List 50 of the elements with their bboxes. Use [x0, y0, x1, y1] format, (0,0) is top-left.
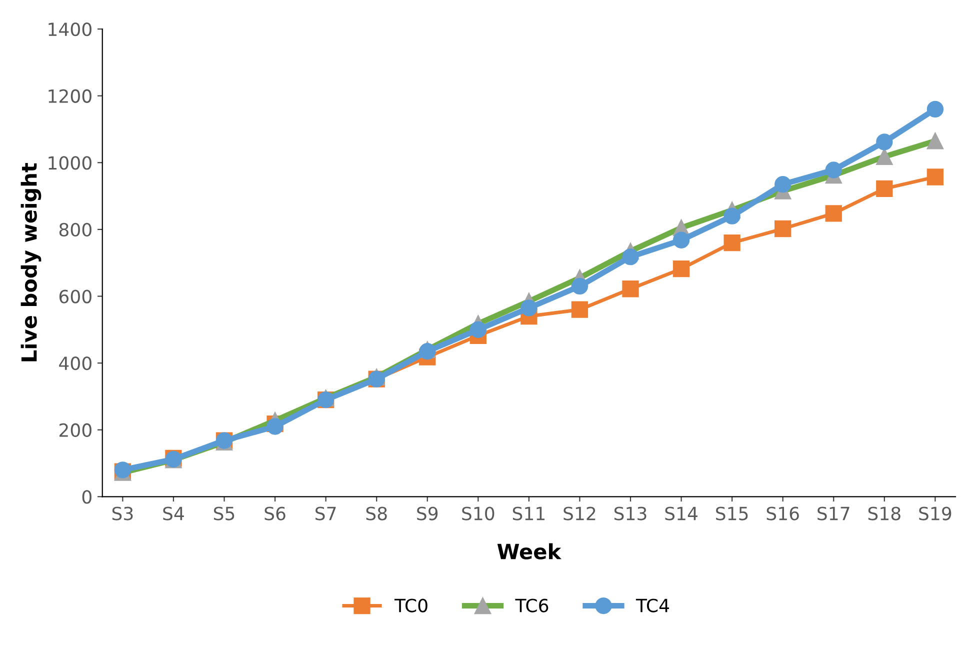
point	[825, 205, 842, 222]
x-tick-label: S19	[919, 506, 952, 520]
point	[470, 321, 486, 338]
point	[724, 208, 740, 224]
y-tick-label: 1200	[48, 89, 92, 103]
x-tick-label: S12	[564, 506, 596, 520]
point	[266, 418, 284, 435]
y-tick-label: 0	[82, 490, 92, 504]
y-tick-label: 200	[60, 423, 92, 437]
point	[419, 343, 436, 360]
x-tick-label: S6	[264, 506, 286, 520]
x-tick-label: S9	[417, 506, 438, 520]
point	[622, 248, 639, 266]
x-tick-label: S13	[614, 506, 646, 520]
point	[622, 280, 639, 298]
y-tick-label: 1000	[48, 156, 92, 170]
point	[520, 300, 538, 316]
x-tick-label: S3	[112, 506, 133, 520]
x-axis-title: Week	[497, 543, 562, 560]
x-tick-label: S15	[716, 506, 748, 520]
point	[876, 134, 893, 150]
y-axis-title: Live body weight	[20, 163, 42, 362]
point	[926, 168, 944, 186]
point	[724, 234, 740, 252]
x-tick-label: S18	[868, 506, 900, 520]
point	[926, 100, 944, 118]
point	[571, 278, 588, 295]
x-tick-label: S14	[665, 506, 698, 520]
legend-label: TC4	[636, 598, 670, 612]
point	[672, 232, 690, 248]
x-tick-label: S5	[214, 506, 234, 520]
legend-label: TC6	[515, 598, 548, 612]
y-tick-label: 800	[59, 222, 92, 237]
x-tick-label: S17	[818, 506, 850, 520]
point	[774, 176, 792, 193]
point	[825, 162, 842, 178]
point	[774, 220, 792, 238]
y-tick-label: 600	[59, 290, 92, 304]
x-tick-label: S7	[316, 506, 336, 520]
point	[876, 180, 893, 198]
y-tick-label: 1400	[48, 22, 92, 36]
legend-label: TC0	[394, 598, 428, 612]
point	[672, 260, 690, 278]
y-tick-label: 400	[59, 356, 92, 370]
x-tick-label: S16	[766, 506, 799, 520]
x-tick-label: S8	[366, 506, 387, 520]
point	[571, 301, 588, 318]
x-tick-label: S11	[512, 506, 544, 520]
x-tick-label: S10	[462, 506, 494, 520]
x-tick-label: S4	[163, 506, 184, 520]
